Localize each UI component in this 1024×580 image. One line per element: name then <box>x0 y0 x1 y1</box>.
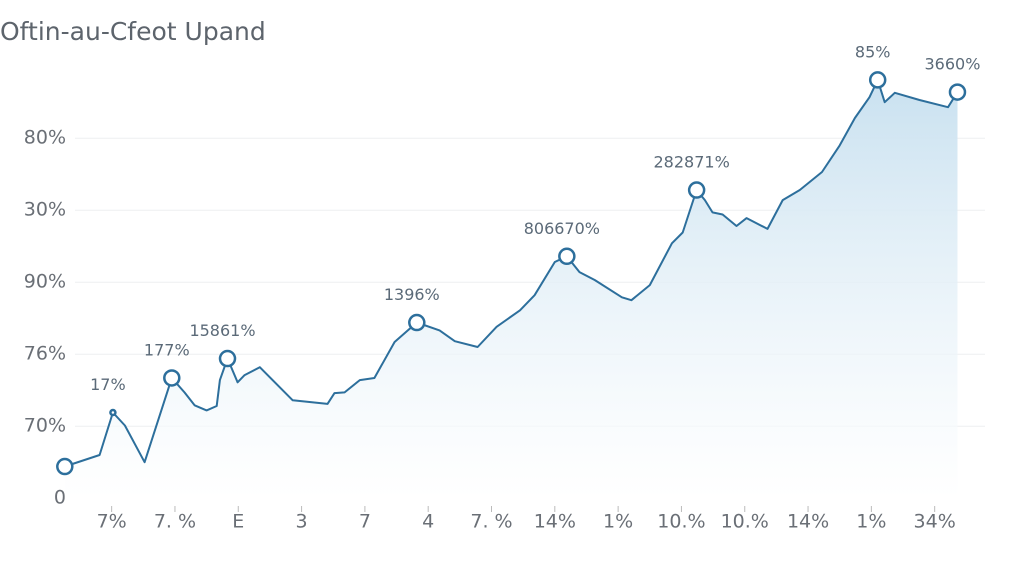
x-tick-label: 4 <box>422 511 434 533</box>
y-tick-label: 30% <box>24 199 66 221</box>
annotation-marker <box>218 349 237 368</box>
x-tick-label: 1% <box>856 511 886 533</box>
y-tick-label: 70% <box>24 415 66 437</box>
x-tick-label: 14% <box>787 511 829 533</box>
x-tick-label: E <box>232 511 244 533</box>
y-tick-label: 0 <box>54 487 66 509</box>
chart-title: Oftin-au-Cfeot Upand <box>0 17 266 46</box>
x-tick-label: 10.% <box>657 511 705 533</box>
marker <box>56 457 74 476</box>
annotation-marker <box>687 181 706 199</box>
y-tick-label: 80% <box>24 127 66 149</box>
x-tick-label: 14% <box>534 511 576 533</box>
y-tick-label: 76% <box>24 343 66 365</box>
annotation-marker <box>948 83 967 101</box>
annotation: 17% <box>90 375 126 394</box>
annotation-marker <box>163 369 181 387</box>
x-tick-label: 10.% <box>721 511 769 533</box>
x-tick-label: 7. % <box>470 511 512 533</box>
annotation: 806670% <box>524 219 600 238</box>
annotation: 85% <box>855 42 891 61</box>
annotation-marker <box>558 247 576 266</box>
x-tick-label: 7 <box>359 511 371 533</box>
annotation: 15861% <box>189 321 255 340</box>
annotation-marker <box>868 71 887 89</box>
annotation: 1396% <box>384 285 440 304</box>
x-tick-label: 3 <box>296 511 308 533</box>
annotation: 282871% <box>653 153 729 172</box>
annotation-marker <box>408 313 426 332</box>
annotation-marker <box>109 408 117 417</box>
area-fill <box>64 79 958 499</box>
line <box>64 78 959 468</box>
x-tick-label: 7. % <box>154 511 196 533</box>
x-tick-label: 7% <box>97 511 127 533</box>
x-tick-label: 34% <box>914 511 956 533</box>
x-tick-label: 1% <box>603 511 633 533</box>
annotation: 177% <box>144 340 190 359</box>
annotation: 3660% <box>925 55 981 74</box>
y-tick-label: 90% <box>24 271 66 293</box>
